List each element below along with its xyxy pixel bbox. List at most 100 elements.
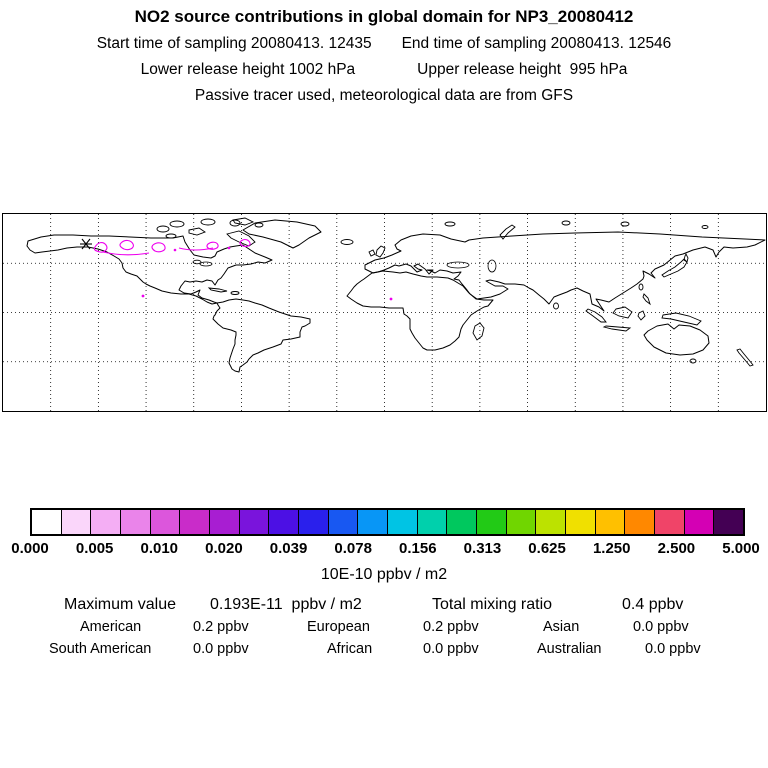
release-point-marker [80,238,92,250]
island-sumatra [585,308,607,323]
colorbar-tick-label: 0.078 [334,540,372,557]
island-ireland [368,249,376,257]
great-lakes [192,259,202,265]
colorbar-segment [239,510,270,534]
coastlines-layer [26,219,766,373]
stats-summary-row: Maximum value 0.193E-11 ppbv / m2 Total … [0,596,768,616]
island-tasmania [689,358,697,364]
colorbar-segment [32,510,62,534]
start-time-text: Start time of sampling 20080413. 12435 [96,35,372,52]
island-novaya-zemlya [499,224,516,240]
colorbar-segment [121,510,151,534]
island-new-siberian [620,221,630,227]
colorbar-tick-label: 0.020 [205,540,243,557]
colorbar-segment [714,510,744,534]
island-new-guinea [661,312,702,326]
island-iceland [340,239,354,245]
great-lakes [199,261,213,267]
colorbar-tick-label: 0.005 [75,540,114,557]
island-ellesmere [232,217,255,226]
coastline-south-america [212,298,311,373]
island-baffin [226,230,256,247]
total-ratio-label: Total mixing ratio [432,596,553,613]
region-value: 0.0 ppbv [423,641,479,657]
colorbar-units: 10E-10 ppbv / m2 [320,566,448,583]
max-value-label: Maximum value [64,596,177,613]
colorbar-segment [536,510,567,534]
region-value: 0.0 ppbv [645,641,701,657]
coastline-australia [643,323,710,356]
island-cuba [207,287,228,293]
island-borneo [612,306,633,319]
colorbar-tick-label: 0.010 [140,540,179,557]
island-uk [375,245,386,258]
island-java [602,325,632,332]
region-value: 0.0 ppbv [193,641,249,657]
island-wrangel [701,225,709,229]
colorbar-segment [684,510,715,534]
colorbar-segment [328,510,359,534]
colorbar-tick-label: 0.039 [269,540,308,557]
coastline-africa [346,270,494,351]
colorbar-segment [625,510,656,534]
colorbar-tick-label: 0.156 [399,540,437,557]
region-value: 0.0 ppbv [633,619,689,635]
colorbar [30,508,745,536]
black-sea [446,261,470,269]
region-value: 0.2 ppbv [193,619,249,635]
colorbar-segment [566,510,596,534]
colorbar-tick-row: 0.000 0.005 0.010 0.020 0.039 0.078 0.156 0.313… [11,540,760,558]
stats-region-row-2: South American 0.0 ppbv African 0.0 ppbv… [0,641,768,661]
colorbar-segment [417,510,448,534]
max-value-text: 0.193E-11 ppbv / m2 [210,596,362,613]
coastline-eurasia [364,231,766,312]
island-hispaniola [230,291,240,295]
colorbar-tick-label: 0.000 [11,540,49,557]
island-madagascar [472,322,485,341]
header: NO2 source contributions in global domai… [0,7,768,105]
colorbar-segment [299,510,329,534]
colorbar-segment [91,510,122,534]
colorbar-segment [506,510,537,534]
colorbar-segment [61,510,92,534]
stats-region-row-1: American 0.2 ppbv European 0.2 ppbv Asia… [0,619,768,639]
region-label: South American [49,641,152,657]
total-ratio-value: 0.4 ppbv [622,596,684,613]
colorbar-segment [477,510,507,534]
sampling-time-line: Start time of sampling 20080413. 12435 E… [0,34,768,53]
region-label: African [327,641,373,657]
island-severnaya-zemlya [561,220,571,226]
world-map [2,213,767,412]
island-taiwan [638,283,644,291]
colorbar-tick-label: 0.625 [528,540,566,557]
island-sulawesi [637,310,646,321]
caspian-sea [487,259,497,273]
islands-layer [156,217,754,367]
island-new-zealand [736,348,754,367]
colorbar-tick-label: 0.313 [463,540,502,557]
region-value: 0.2 ppbv [423,619,479,635]
colorbar-tick-label: 1.250 [592,540,631,557]
colorbar-segment [269,510,300,534]
island-philippines [642,293,651,306]
lower-release-text: Lower release height 1002 hPa [140,61,356,78]
grid-layer [3,214,766,411]
upper-release-text: Upper release height 995 hPa [417,61,628,78]
colorbar-segment [447,510,478,534]
island-japan [661,258,688,278]
island-sri-lanka [553,302,559,310]
page-title: NO2 source contributions in global domai… [134,7,634,26]
arctic-island [156,225,170,233]
region-label: American [80,619,142,635]
region-label: Australian [537,641,602,657]
tracer-note-text: Passive tracer used, meteorological data… [194,87,574,104]
arctic-island [254,222,264,228]
arctic-island [165,233,177,239]
colorbar-segment [210,510,240,534]
coastline-north-america [26,234,273,305]
island-svalbard [444,221,456,227]
colorbar-tick-label: 5.000 [722,540,760,557]
island-victoria [188,227,206,236]
colorbar-segment [655,510,685,534]
